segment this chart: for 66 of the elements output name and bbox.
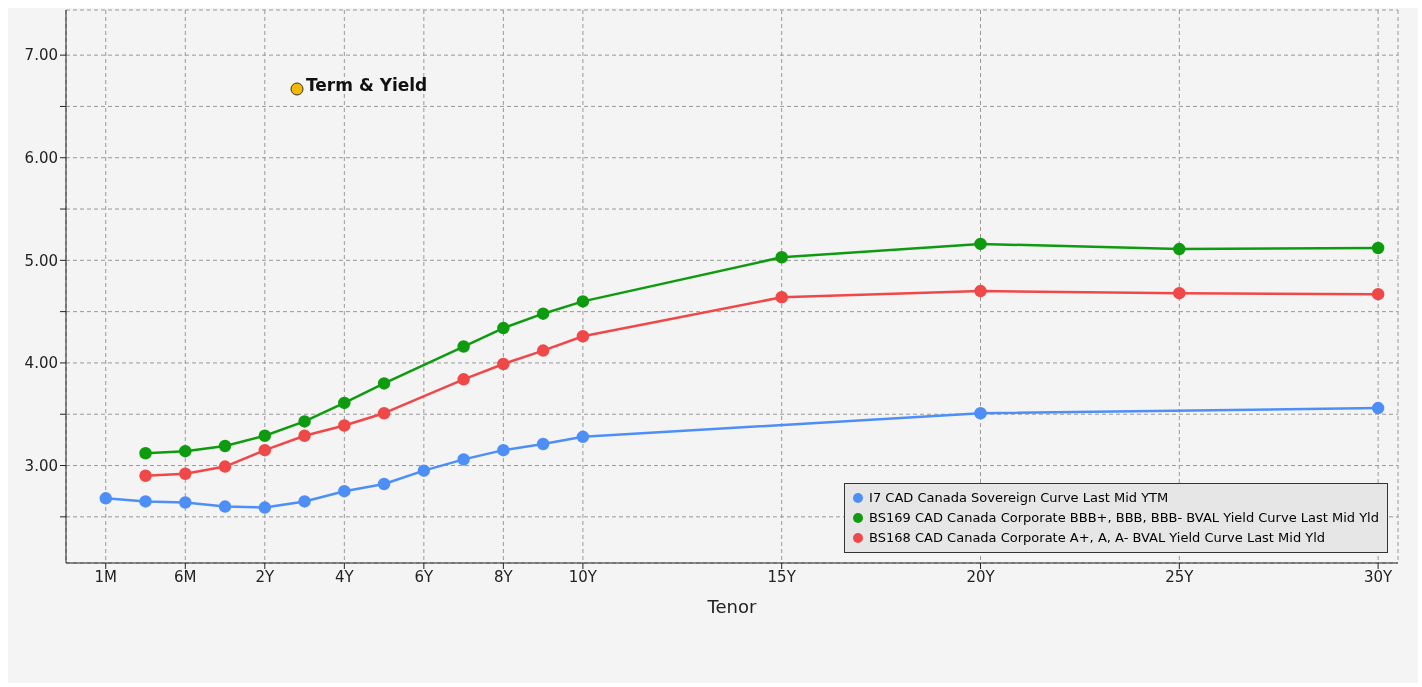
- x-tick-label: 15Y: [767, 567, 797, 586]
- point: [497, 443, 510, 457]
- point: [497, 357, 510, 371]
- point: [338, 484, 351, 498]
- point: [974, 284, 987, 298]
- point: [218, 500, 232, 513]
- point: [258, 429, 272, 443]
- x-tick-label: 8Y: [494, 567, 514, 586]
- legend-label: BS168 CAD Canada Corporate A+, A, A- BVAL Yield Curve Last Mid Yld: [869, 529, 1326, 547]
- x-tick-label: 25Y: [1165, 567, 1195, 586]
- point: [139, 495, 152, 508]
- y-tick-label: 3.00: [24, 456, 58, 475]
- point: [99, 492, 113, 505]
- point: [179, 467, 192, 480]
- point: [775, 291, 788, 304]
- point: [1371, 401, 1385, 415]
- point: [258, 501, 272, 514]
- point: [377, 377, 391, 390]
- point: [417, 464, 431, 477]
- point: [377, 477, 391, 491]
- point: [218, 439, 232, 453]
- point: [457, 373, 470, 386]
- y-tick-label: 7.00: [24, 46, 58, 65]
- y-tick-label: 6.00: [24, 149, 58, 168]
- point: [258, 443, 272, 457]
- x-tick-label: 20Y: [966, 567, 996, 586]
- x-axis-title: Tenor: [706, 596, 758, 617]
- legend-label: BS169 CAD Canada Corporate BBB+, BBB, BBB- BVAL Yield Curve Last Mid Yld: [869, 509, 1379, 527]
- point: [338, 396, 351, 410]
- point: [775, 251, 788, 264]
- point: [139, 469, 152, 483]
- point: [1173, 242, 1186, 256]
- point: [1371, 287, 1385, 301]
- point: [298, 495, 311, 508]
- x-tick-label: 6M: [174, 567, 197, 586]
- point: [179, 496, 192, 509]
- y-tick-label: 5.00: [24, 251, 58, 270]
- point: [457, 453, 470, 466]
- x-tick-label: 6Y: [414, 567, 435, 586]
- x-tick-label: 1M: [94, 567, 118, 586]
- annotation: Term & Yield: [306, 75, 428, 95]
- point: [974, 237, 987, 251]
- legend-label: I7 CAD Canada Sovereign Curve Last Mid YTM: [869, 489, 1169, 507]
- x-tick-label: 30Y: [1363, 567, 1394, 586]
- point: [497, 321, 510, 335]
- x-tick-label: 4Y: [334, 567, 355, 586]
- point: [179, 444, 192, 458]
- x-tick-label: 2Y: [255, 567, 275, 586]
- point: [536, 307, 550, 320]
- point: [1173, 286, 1186, 300]
- point: [974, 406, 987, 420]
- point: [377, 406, 391, 420]
- point: [218, 460, 232, 473]
- point: [338, 419, 351, 432]
- point: [139, 446, 152, 460]
- point: [298, 429, 311, 443]
- x-tick-label: 10Y: [568, 567, 598, 586]
- point: [457, 340, 470, 353]
- point: [576, 295, 590, 308]
- point: [576, 430, 590, 444]
- point: [298, 415, 311, 428]
- y-tick-label: 4.00: [24, 354, 58, 373]
- point: [1371, 241, 1385, 255]
- point: [576, 330, 590, 343]
- point: [536, 437, 550, 451]
- point: [536, 344, 550, 357]
